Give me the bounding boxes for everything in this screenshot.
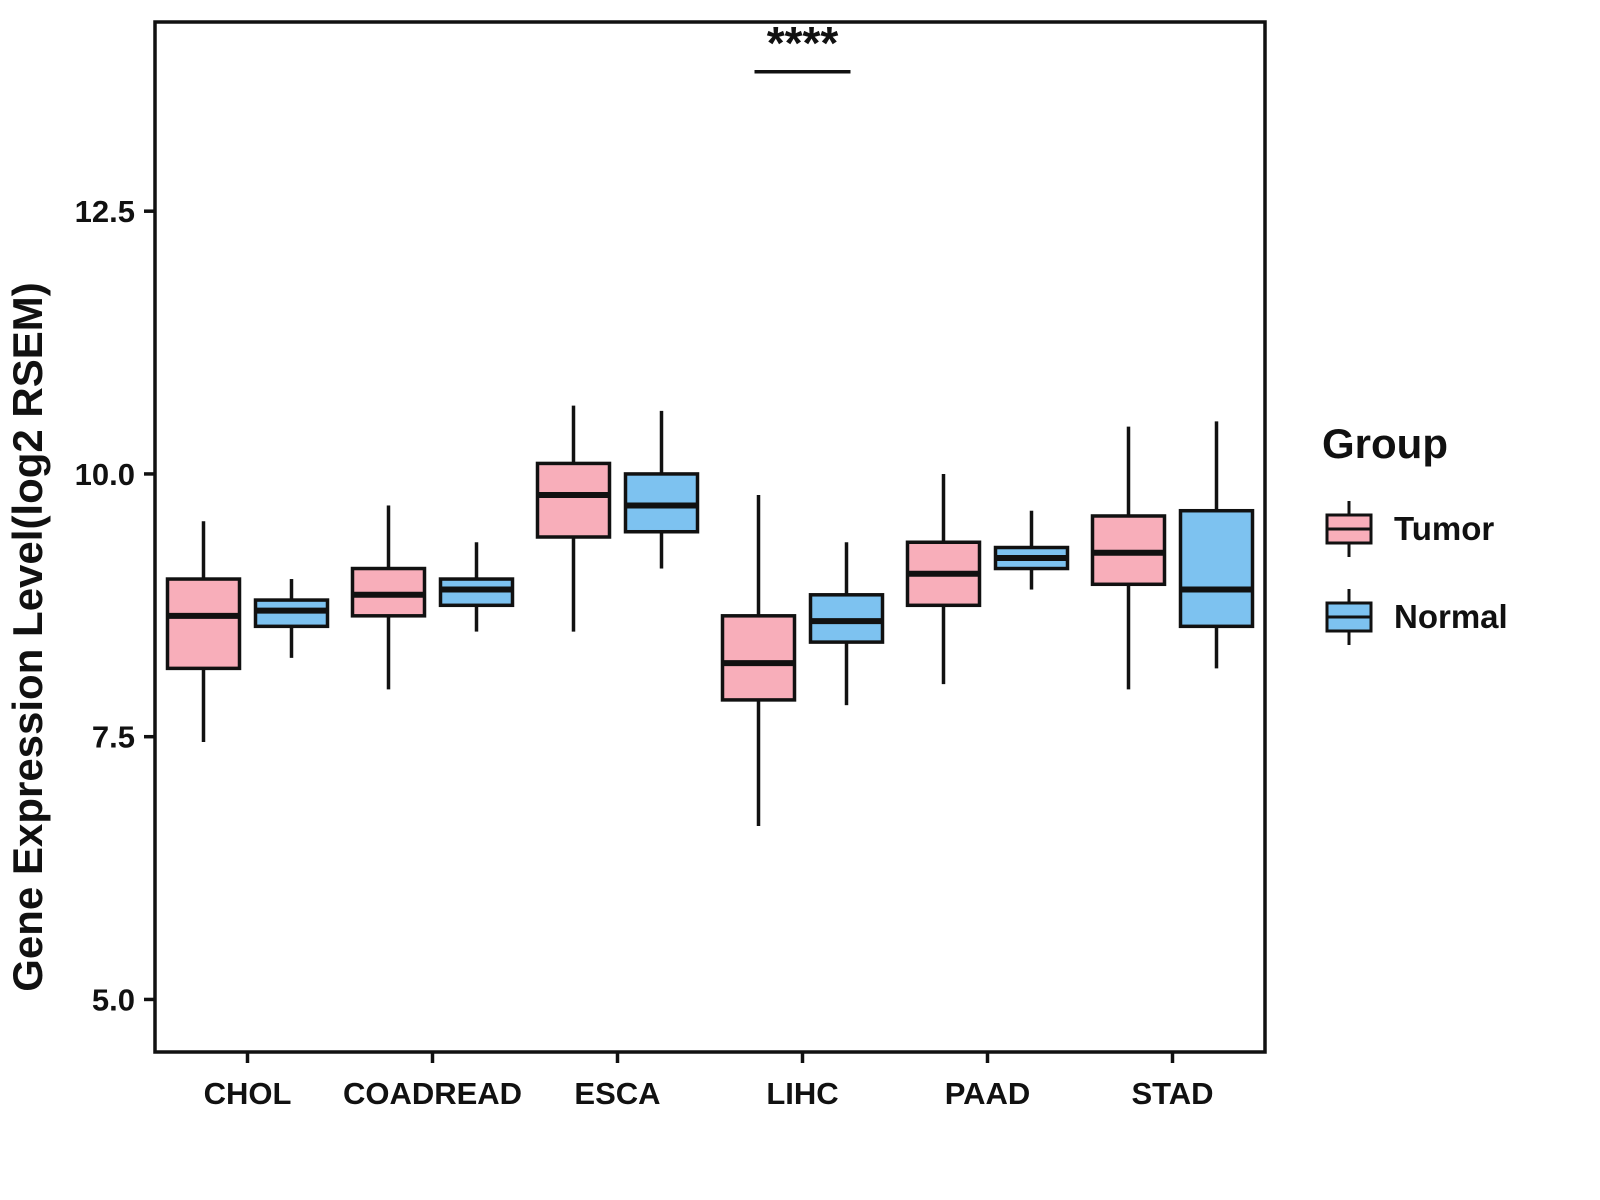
legend-key-tumor [1325, 501, 1373, 557]
y-tick-label: 7.5 [92, 720, 135, 755]
legend-key-normal [1325, 589, 1373, 645]
legend-entry-label: Tumor [1394, 510, 1495, 547]
box [1178, 508, 1255, 629]
x-tick-label: COADREAD [343, 1076, 522, 1111]
legend-entry-tumor: Tumor [1322, 498, 1508, 560]
legend-entry-normal: Normal [1322, 586, 1508, 648]
x-tick-label: STAD [1131, 1076, 1213, 1111]
boxplot-normal-paad [993, 510, 1070, 590]
box [535, 461, 612, 539]
x-tick-label: ESCA [574, 1076, 660, 1111]
boxplot-tumor-lihc [720, 494, 797, 827]
boxplot-tumor-coadread [350, 505, 427, 690]
y-tick-label: 10.0 [75, 457, 135, 492]
significance-label: **** [767, 17, 839, 69]
boxplot-normal-lihc [808, 542, 885, 706]
boxplot-normal-chol [253, 579, 330, 658]
legend-title: Group [1322, 420, 1448, 467]
y-axis-title: Gene Expression Level(log2 RSEM) [4, 282, 51, 992]
x-tick-label: PAAD [945, 1076, 1031, 1111]
boxplot-normal-esca [623, 410, 700, 569]
x-tick-label: LIHC [766, 1076, 838, 1111]
y-tick-label: 12.5 [75, 194, 135, 229]
legend: Group Tumor Normal [1322, 420, 1508, 648]
boxplot-tumor-stad [1090, 426, 1167, 690]
boxplot-normal-coadread [438, 542, 515, 632]
box [165, 577, 242, 671]
y-tick-label: 5.0 [92, 982, 135, 1017]
boxplot-tumor-chol [165, 521, 242, 742]
legend-entry-label: Normal [1394, 598, 1508, 635]
boxplot-tumor-esca [535, 405, 612, 632]
boxplot-tumor-paad [905, 473, 982, 685]
boxplot-normal-stad [1178, 421, 1255, 669]
x-tick-label: CHOL [204, 1076, 292, 1111]
box [720, 614, 797, 702]
panel-border [153, 20, 1267, 1054]
